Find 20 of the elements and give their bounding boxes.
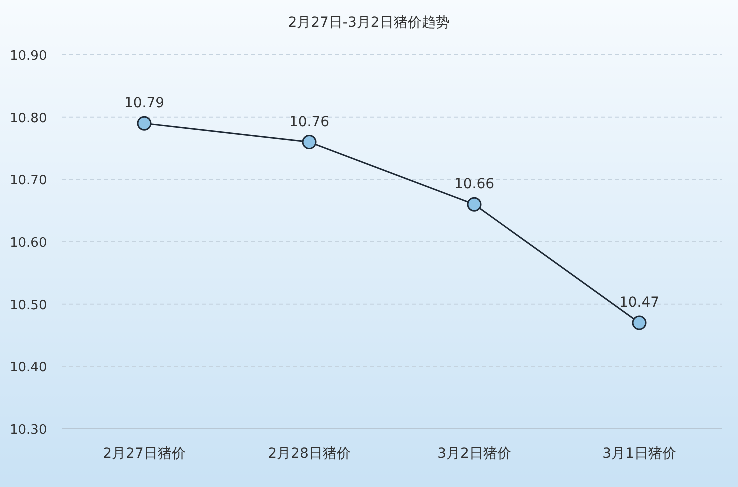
point [137,116,152,131]
y-tick-label: 10.30 [10,423,48,438]
x-tick-label: 2月27日猪价 [103,446,186,462]
y-tick-label: 10.60 [10,236,48,251]
y-tick-label: 10.90 [10,49,48,64]
point [467,197,482,212]
chart-title: 2月27日-3月2日猪价趋势 [288,15,450,31]
y-tick-label: 10.70 [10,174,48,189]
y-tick-label: 10.50 [10,298,48,314]
x-tick-label: 2月28日猪价 [268,446,351,462]
point [632,316,647,330]
x-tick-label: 3月2日猪价 [438,446,512,462]
point [302,135,317,150]
data-label: 10.66 [454,176,495,193]
data-label: 10.47 [619,295,660,312]
y-tick-label: 10.80 [10,111,48,126]
x-tick-label: 3月1日猪价 [602,446,676,462]
y-tick-label: 10.40 [10,360,48,376]
data-label: 10.76 [289,114,330,130]
data-label: 10.79 [124,96,165,112]
